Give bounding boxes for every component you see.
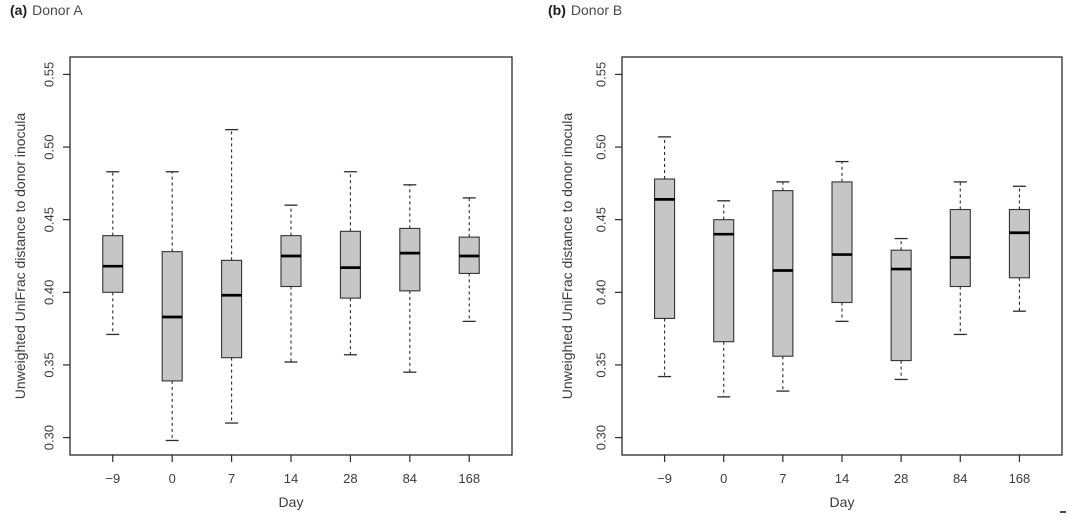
box-day-84	[949, 208, 971, 288]
panel-b-tag: (b)	[548, 2, 566, 18]
x-tick-label: −9	[657, 471, 672, 486]
y-tick-label: 0.45	[42, 207, 57, 232]
x-tick-label: 168	[1009, 471, 1031, 486]
boxplot-donor-b: 0.30 0.35 0.40 0.45 0.50 0.55 −9 0 7 14 28 84 168 Day…	[559, 56, 1063, 510]
x-tick-label: 14	[284, 471, 298, 486]
y-tick-label: 0.55	[594, 62, 609, 87]
y-tick-label: 0.30	[594, 425, 609, 450]
box-day-28	[339, 230, 361, 299]
y-tick-label: 0.35	[594, 352, 609, 377]
stray-mark	[1060, 511, 1066, 513]
box-day-−9	[102, 235, 124, 293]
panel-a-tag: (a)	[10, 2, 28, 18]
y-axis-title: Unweighted UniFrac distance to donor ino…	[12, 113, 28, 400]
x-tick-label: 84	[403, 471, 417, 486]
boxplot-donor-a: 0.30 0.35 0.40 0.45 0.50 0.55 −9 0 7 14 28 84 168 Day…	[12, 56, 513, 510]
panel-a-title: (a) Donor A	[10, 2, 83, 18]
x-tick-label: 7	[779, 471, 786, 486]
panel-b-title-text: Donor B	[570, 2, 623, 18]
box-day-14	[831, 181, 853, 304]
x-tick-label: 7	[228, 471, 235, 486]
box-day-28	[890, 249, 912, 362]
box-day-7	[221, 259, 243, 359]
x-tick-label: 28	[894, 471, 908, 486]
box-day-−9	[654, 178, 676, 320]
box-day-84	[399, 227, 421, 292]
x-tick-label: 0	[169, 471, 176, 486]
panel-donor-a: 0.30 0.35 0.40 0.45 0.50 0.55 −9 0 7 14 28 84 168 Day…	[0, 0, 534, 518]
x-tick-label: 0	[720, 471, 727, 486]
panel-b-title: (b) Donor B	[548, 2, 622, 18]
x-tick-label: 28	[343, 471, 357, 486]
y-tick-label: 0.55	[42, 62, 57, 87]
y-tick-label: 0.50	[594, 134, 609, 159]
box-day-168	[1008, 208, 1030, 279]
y-tick-label: 0.30	[42, 425, 57, 450]
x-axis-title: Day	[279, 494, 304, 510]
box-day-7	[772, 190, 794, 357]
x-tick-label: 168	[458, 471, 480, 486]
y-tick-label: 0.35	[42, 352, 57, 377]
x-axis-title: Day	[830, 494, 855, 510]
y-axis-title: Unweighted UniFrac distance to donor ino…	[559, 113, 575, 400]
x-tick-label: −9	[105, 471, 120, 486]
x-tick-label: 84	[953, 471, 967, 486]
box-day-0	[713, 219, 735, 343]
y-tick-label: 0.40	[594, 280, 609, 305]
panel-a-title-text: Donor A	[32, 2, 83, 18]
box-day-14	[280, 235, 302, 288]
y-tick-label: 0.40	[42, 280, 57, 305]
y-tick-label: 0.45	[594, 207, 609, 232]
y-tick-label: 0.50	[42, 134, 57, 159]
x-tick-label: 14	[835, 471, 849, 486]
panel-donor-b: 0.30 0.35 0.40 0.45 0.50 0.55 −9 0 7 14 28 84 168 Day…	[535, 0, 1069, 518]
